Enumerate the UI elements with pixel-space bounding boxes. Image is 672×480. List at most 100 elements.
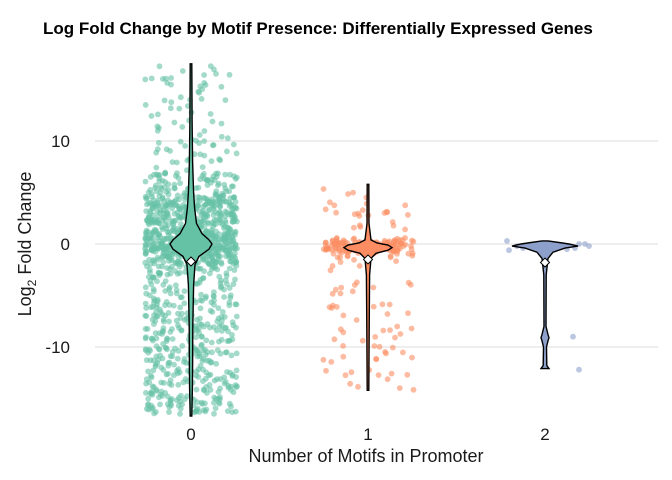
x-tick-label: 2	[540, 425, 549, 444]
data-point	[384, 209, 391, 216]
data-point	[154, 313, 161, 320]
data-point	[149, 388, 155, 395]
data-point	[211, 399, 217, 406]
data-point	[370, 284, 377, 291]
data-point	[207, 111, 214, 117]
data-point	[195, 366, 202, 373]
data-point	[177, 294, 184, 301]
data-point	[329, 263, 336, 269]
data-point	[332, 286, 339, 293]
data-point	[331, 336, 338, 343]
data-point	[167, 397, 174, 404]
data-point	[159, 355, 166, 362]
data-point	[222, 208, 229, 215]
data-point	[169, 348, 176, 355]
data-point	[402, 235, 408, 241]
data-point	[172, 185, 178, 192]
data-point	[201, 138, 208, 145]
data-point	[204, 390, 210, 396]
data-point	[175, 213, 182, 219]
data-point	[221, 294, 228, 300]
data-point	[182, 143, 189, 149]
data-point	[210, 142, 216, 149]
data-point	[386, 301, 393, 308]
data-point	[351, 211, 358, 218]
data-point	[228, 352, 235, 359]
data-point	[204, 228, 211, 235]
data-point	[207, 270, 213, 277]
data-point	[380, 327, 387, 334]
data-point	[196, 351, 203, 358]
data-point	[218, 120, 225, 127]
data-point	[210, 293, 217, 299]
data-point	[179, 310, 185, 317]
data-point	[193, 372, 199, 379]
data-point	[173, 317, 180, 324]
data-point	[196, 132, 203, 138]
data-point	[204, 213, 211, 220]
y-axis-ticks: 10 0 -10	[45, 132, 70, 357]
data-point	[226, 400, 233, 407]
data-point	[328, 359, 335, 365]
data-point	[155, 111, 161, 118]
data-point	[177, 94, 184, 101]
data-point	[337, 254, 343, 261]
data-point	[409, 354, 415, 361]
data-point	[198, 333, 205, 340]
data-point	[216, 273, 223, 280]
data-point	[402, 226, 408, 233]
data-point	[359, 207, 366, 214]
data-point	[166, 229, 173, 236]
data-point	[370, 303, 377, 310]
data-point	[405, 250, 412, 257]
data-point	[213, 228, 220, 235]
data-point	[323, 247, 329, 253]
data-point	[201, 128, 208, 134]
data-point	[154, 123, 161, 130]
data-point	[192, 299, 199, 306]
y-axis-label: Log2 Fold Change	[15, 172, 39, 317]
data-point	[156, 63, 163, 70]
data-point	[153, 386, 160, 393]
data-point	[180, 193, 187, 199]
data-point	[152, 318, 159, 324]
data-point	[200, 355, 207, 362]
data-point	[337, 290, 344, 297]
data-point	[145, 368, 152, 375]
data-point	[195, 88, 202, 95]
data-point	[160, 247, 167, 253]
data-point	[212, 263, 218, 270]
data-point	[153, 164, 160, 171]
data-point	[224, 369, 230, 375]
data-point	[164, 271, 171, 278]
data-point	[156, 178, 163, 185]
data-point	[203, 369, 210, 376]
data-point	[233, 384, 240, 390]
data-point	[231, 267, 238, 273]
data-point	[143, 195, 150, 202]
data-point	[230, 141, 237, 148]
data-point	[147, 238, 154, 244]
data-point	[344, 253, 351, 260]
data-point	[148, 75, 155, 82]
data-point	[382, 349, 388, 355]
data-point	[193, 334, 200, 341]
data-point	[389, 219, 396, 225]
data-point	[229, 210, 235, 217]
data-point	[211, 297, 218, 304]
data-point	[159, 311, 166, 318]
data-point	[179, 343, 186, 349]
data-point	[163, 345, 170, 351]
data-point	[204, 219, 211, 226]
data-point	[405, 310, 411, 317]
data-point	[143, 389, 149, 396]
data-point	[155, 346, 162, 352]
data-point	[199, 164, 206, 171]
data-point	[203, 384, 210, 390]
data-point	[172, 268, 179, 274]
data-point	[212, 191, 219, 197]
data-point	[167, 234, 174, 241]
data-point	[213, 70, 219, 77]
data-point	[410, 238, 417, 245]
data-point	[387, 327, 393, 333]
